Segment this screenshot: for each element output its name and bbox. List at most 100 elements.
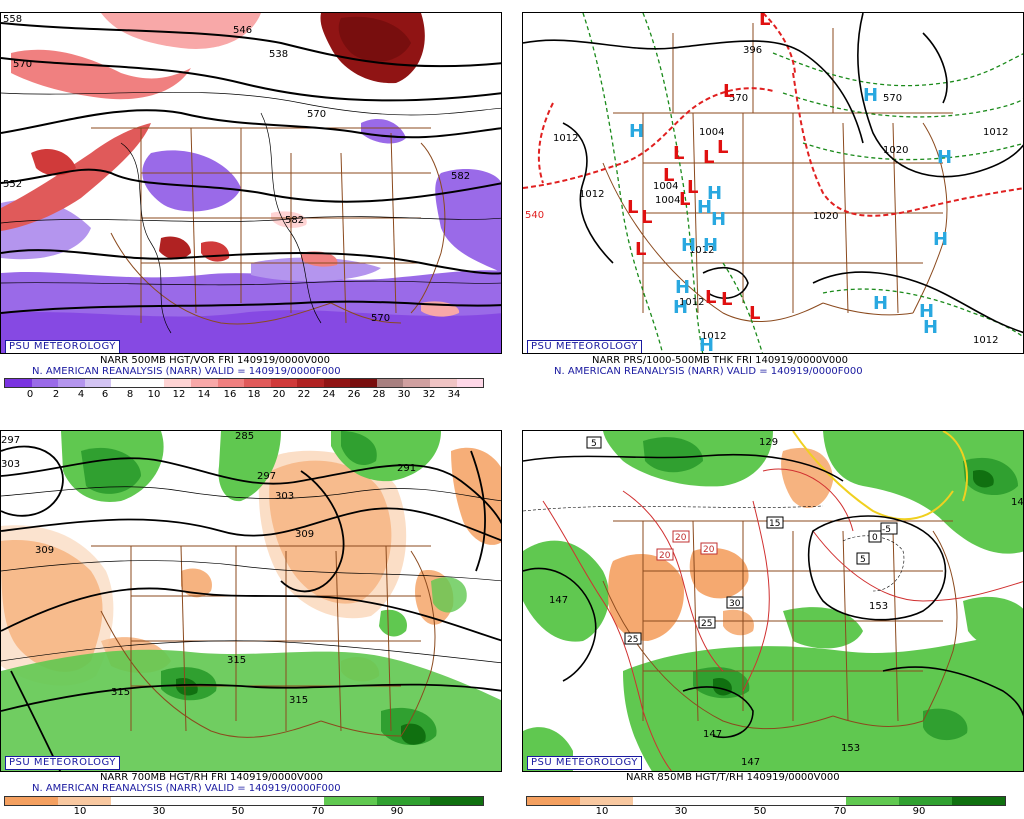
low-pressure-marker: L (687, 177, 698, 198)
svg-text:0: 0 (872, 533, 878, 543)
isobar-label: 1012 (553, 133, 578, 144)
vorticity-negative-region (142, 150, 241, 212)
colorbar-tick: 50 (753, 806, 767, 817)
contour-label: 291 (397, 463, 416, 474)
map-700mb-rh: 297 303 285 297 291 303 309 309 315 315 … (1, 431, 501, 771)
moist-regions (523, 431, 1023, 771)
vorticity-negative-region (435, 169, 501, 273)
vorticity-positive-region (31, 148, 76, 176)
high-pressure-marker: H (923, 317, 938, 338)
isobar-label: 1004 (699, 127, 724, 138)
colorbar-ticks: 0 2 4 6 8 10 12 14 16 18 20 22 24 26 28 … (4, 389, 482, 401)
dry-regions (608, 447, 833, 641)
colorbar-tick: 10 (73, 806, 87, 817)
high-pressure-marker: H (933, 229, 948, 250)
svg-text:5: 5 (591, 439, 597, 449)
low-pressure-marker: L (703, 147, 714, 168)
political-borders (602, 23, 953, 322)
isobar-label: 1020 (883, 145, 908, 156)
high-pressure-marker: H (873, 293, 888, 314)
low-pressure-marker: L (717, 137, 728, 158)
height-contours (523, 453, 1023, 738)
vorticity-positive-region (159, 236, 191, 260)
svg-text:30: 30 (729, 599, 741, 609)
map-500mb-vorticity: 558 570 546 538 570 582 552 582 570 (1, 13, 501, 353)
contour-label: 147 (1011, 497, 1024, 508)
temp-box: 30 (726, 596, 744, 609)
low-pressure-marker: L (679, 189, 690, 210)
temp-box: 5 (856, 552, 870, 565)
temp-box: 15 (766, 516, 784, 529)
colorbar-tick: 8 (126, 389, 134, 400)
temp-box: -5 (880, 522, 898, 535)
svg-text:20: 20 (703, 545, 715, 555)
panel-title: NARR 500MB HGT/VOR FRI 140919/0000V000 (100, 355, 330, 366)
freezing-line (942, 431, 968, 502)
high-pressure-marker: H (673, 297, 688, 318)
contour-label: 147 (549, 595, 568, 606)
isobar-label: 1012 (679, 297, 704, 308)
thin-contours (523, 505, 905, 592)
low-pressure-marker: L (721, 289, 732, 310)
colorbar-tick: 20 (272, 389, 286, 400)
thickness-label: 570 (883, 93, 902, 104)
panel-subtitle: N. AMERICAN REANALYSIS (NARR) VALID = 14… (554, 366, 863, 377)
high-pressure-marker: H (863, 85, 878, 106)
colorbar-vorticity (4, 378, 484, 388)
contour-label: 309 (35, 545, 54, 556)
isobar-label: 1020 (813, 211, 838, 222)
contour-label: 285 (235, 431, 254, 442)
temp-box: 20 (672, 530, 690, 543)
colorbar-tick: 0 (26, 389, 34, 400)
colorbar-tick: 6 (101, 389, 109, 400)
contour-label: 153 (841, 743, 860, 754)
vorticity-positive-region (271, 211, 307, 228)
low-pressure-marker: L (705, 287, 716, 308)
svg-text:15: 15 (769, 519, 780, 529)
svg-text:-5: -5 (882, 525, 891, 535)
contour-label: 570 (307, 109, 326, 120)
colorbar-tick: 32 (422, 389, 436, 400)
low-pressure-marker: L (673, 143, 684, 164)
contour-label: 297 (1, 435, 20, 446)
panel-pressure-thickness: 1012 1012 1004 1004 1004 1012 1012 1012 … (522, 12, 1024, 354)
high-pressure-marker: H (699, 335, 714, 354)
moist-regions-darkest (176, 677, 426, 745)
contour-label: 147 (703, 729, 722, 740)
colorbar-tick: 90 (390, 806, 404, 817)
colorbar-tick: 16 (223, 389, 237, 400)
low-pressure-marker: L (641, 207, 652, 228)
contour-label: 582 (285, 215, 304, 226)
colorbar-tick: 24 (322, 389, 336, 400)
low-pressure-marker: L (635, 239, 646, 260)
panel-500mb-vorticity: 558 570 546 538 570 582 552 582 570 PSU … (0, 12, 502, 354)
temp-box: 20 (656, 548, 674, 561)
contour-label: 538 (269, 49, 288, 60)
colorbar-tick: 10 (147, 389, 161, 400)
thickness-label: 396 (743, 45, 762, 56)
map-pressure-thickness: 1012 1012 1004 1004 1004 1012 1012 1012 … (523, 13, 1023, 354)
panel-subtitle: N. AMERICAN REANALYSIS (NARR) VALID = 14… (32, 783, 341, 794)
low-pressure-marker: L (749, 303, 760, 324)
temp-box: 25 (624, 632, 642, 645)
contour-label: 153 (869, 601, 888, 612)
contour-label: 552 (3, 179, 22, 190)
colorbar-tick: 4 (77, 389, 85, 400)
isobars (523, 13, 1023, 334)
panel-title: NARR 850MB HGT/T/RH 140919/0000V000 (626, 772, 840, 783)
thickness-contours (582, 13, 1023, 353)
contour-label: 582 (451, 171, 470, 182)
isobar-label: 1012 (701, 331, 726, 342)
colorbar-tick: 30 (397, 389, 411, 400)
vorticity-positive-region (1, 123, 151, 231)
panel-850mb-temp-rh: 129 147 153 147 147 153 147 5 15 20 20 2… (522, 430, 1024, 772)
isobar-label: 1004 (653, 181, 678, 192)
colorbar-tick: 70 (833, 806, 847, 817)
low-pressure-marker: L (627, 197, 638, 218)
low-pressure-marker: L (759, 13, 770, 30)
isobar-label: 1012 (689, 245, 714, 256)
colorbar-tick: 28 (372, 389, 386, 400)
colorbar-tick: 30 (152, 806, 166, 817)
contour-label: 129 (759, 437, 778, 448)
contour-label: 147 (741, 757, 760, 768)
